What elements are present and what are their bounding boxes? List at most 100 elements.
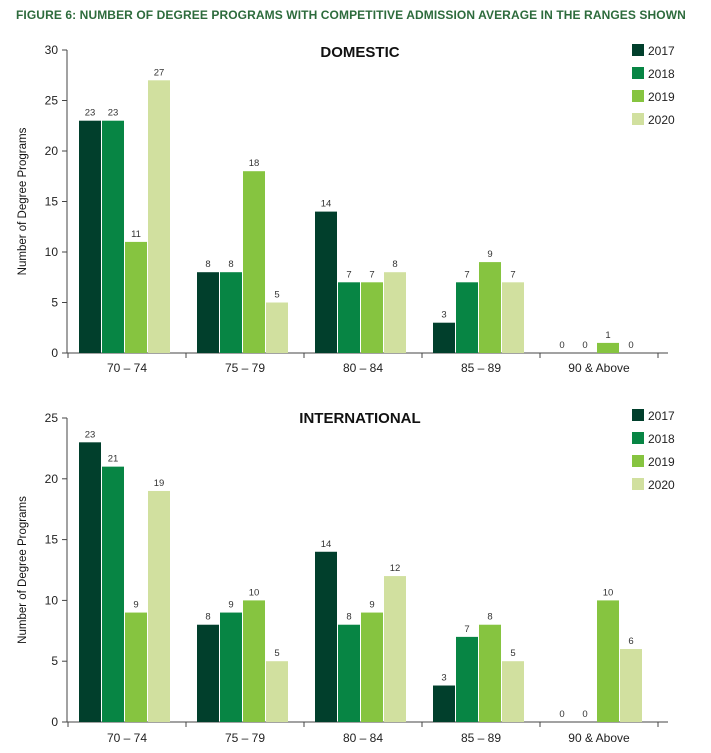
- domestic-legend-label-2019: 2019: [648, 90, 675, 104]
- domestic-bar-2019-80-84: [361, 282, 383, 353]
- international-y-tick-label: 15: [45, 533, 59, 547]
- international-value-label-2018-85-89: 7: [464, 624, 469, 635]
- international-bar-2019-80-84: [361, 612, 383, 722]
- domestic-value-label-2018-90-and-above: 0: [582, 340, 587, 351]
- domestic-y-tick-label: 10: [45, 245, 59, 259]
- international-value-label-2017-80-84: 14: [321, 539, 332, 550]
- domestic-x-tick-label-80-84: 80 – 84: [343, 361, 383, 375]
- domestic-legend-swatch-2017: [632, 44, 644, 56]
- international-legend-label-2019: 2019: [648, 455, 675, 469]
- international-value-label-2020-85-89: 5: [510, 648, 515, 659]
- domestic-legend-swatch-2018: [632, 67, 644, 79]
- domestic-value-label-2019-75-79: 18: [249, 158, 260, 169]
- international-bar-2018-70-74: [102, 466, 124, 722]
- international-bar-2019-90-and-above: [597, 600, 619, 722]
- domestic-x-tick-label-70-74: 70 – 74: [107, 361, 147, 375]
- domestic-x-tick-label-75-79: 75 – 79: [225, 361, 265, 375]
- domestic-bar-2017-80-84: [315, 211, 337, 353]
- domestic-bar-2020-75-79: [266, 302, 288, 353]
- international-value-label-2020-80-84: 12: [390, 563, 401, 574]
- domestic-chart-title: DOMESTIC: [320, 44, 399, 61]
- international-bar-2017-80-84: [315, 551, 337, 722]
- domestic-y-tick-label: 15: [45, 195, 59, 209]
- international-x-tick-label-85-89: 85 – 89: [461, 731, 501, 745]
- domestic-y-tick-label: 0: [51, 346, 58, 360]
- domestic-legend-swatch-2019: [632, 90, 644, 102]
- international-chart-title: INTERNATIONAL: [299, 410, 420, 427]
- international-y-tick-label: 5: [51, 654, 58, 668]
- international-bar-2018-75-79: [220, 612, 242, 722]
- figure-title: FIGURE 6: NUMBER OF DEGREE PROGRAMS WITH…: [16, 8, 686, 22]
- domestic-x-tick-label-90-and-above: 90 & Above: [568, 361, 630, 375]
- international-value-label-2017-70-74: 23: [85, 429, 96, 440]
- domestic-legend-swatch-2020: [632, 113, 644, 125]
- international-legend-swatch-2018: [632, 432, 644, 444]
- domestic-legend-label-2018: 2018: [648, 67, 675, 81]
- domestic-value-label-2020-90-and-above: 0: [628, 340, 633, 351]
- domestic-y-tick-label: 20: [45, 144, 59, 158]
- domestic-bar-2019-75-79: [243, 171, 265, 353]
- domestic-value-label-2017-75-79: 8: [205, 259, 210, 270]
- international-legend-swatch-2017: [632, 409, 644, 421]
- international-value-label-2019-90-and-above: 10: [603, 587, 614, 598]
- domestic-bar-2019-70-74: [125, 241, 147, 353]
- international-legend-label-2017: 2017: [648, 409, 675, 423]
- domestic-legend-label-2020: 2020: [648, 113, 675, 127]
- international-y-tick-label: 0: [51, 715, 58, 729]
- domestic-value-label-2020-70-74: 27: [154, 67, 165, 78]
- domestic-y-tick-label: 25: [45, 94, 59, 108]
- domestic-bar-2017-75-79: [197, 272, 219, 353]
- international-bar-2020-75-79: [266, 661, 288, 722]
- international-y-tick-label: 25: [45, 411, 59, 425]
- international-x-tick-label-80-84: 80 – 84: [343, 731, 383, 745]
- domestic-legend-label-2017: 2017: [648, 44, 675, 58]
- domestic-value-label-2018-85-89: 7: [464, 269, 469, 280]
- international-bar-2017-85-89: [433, 685, 455, 722]
- domestic-value-label-2020-75-79: 5: [274, 290, 279, 301]
- international-bar-2020-70-74: [148, 490, 170, 722]
- international-x-tick-label-70-74: 70 – 74: [107, 731, 147, 745]
- international-bar-2020-90-and-above: [620, 649, 642, 722]
- domestic-value-label-2020-80-84: 8: [392, 259, 397, 270]
- domestic-bar-2019-85-89: [479, 262, 501, 353]
- international-value-label-2019-70-74: 9: [133, 600, 138, 611]
- international-y-tick-label: 20: [45, 472, 59, 486]
- domestic-value-label-2020-85-89: 7: [510, 269, 515, 280]
- domestic-value-label-2017-70-74: 23: [85, 108, 96, 119]
- domestic-value-label-2017-90-and-above: 0: [559, 340, 564, 351]
- international-value-label-2017-85-89: 3: [441, 673, 446, 684]
- international-value-label-2018-80-84: 8: [346, 612, 351, 623]
- international-bar-2020-80-84: [384, 576, 406, 722]
- international-value-label-2020-70-74: 19: [154, 478, 165, 489]
- international-bar-2019-70-74: [125, 612, 147, 722]
- domestic-bar-2020-80-84: [384, 272, 406, 353]
- domestic-value-label-2018-75-79: 8: [228, 259, 233, 270]
- domestic-bar-2017-85-89: [433, 322, 455, 353]
- international-value-label-2020-90-and-above: 6: [628, 636, 633, 647]
- international-legend-label-2020: 2020: [648, 478, 675, 492]
- international-value-label-2018-75-79: 9: [228, 600, 233, 611]
- domestic-bar-2018-80-84: [338, 282, 360, 353]
- domestic-value-label-2019-80-84: 7: [369, 269, 374, 280]
- domestic-value-label-2018-70-74: 23: [108, 108, 119, 119]
- international-legend-swatch-2020: [632, 478, 644, 490]
- international-bar-2019-85-89: [479, 624, 501, 722]
- domestic-value-label-2019-85-89: 9: [487, 249, 492, 260]
- domestic-value-label-2017-85-89: 3: [441, 310, 446, 321]
- international-legend-label-2018: 2018: [648, 432, 675, 446]
- international-value-label-2017-75-79: 8: [205, 612, 210, 623]
- domestic-value-label-2019-70-74: 11: [131, 229, 141, 240]
- international-value-label-2019-80-84: 9: [369, 600, 374, 611]
- domestic-x-tick-label-85-89: 85 – 89: [461, 361, 501, 375]
- domestic-y-axis-label: Number of Degree Programs: [17, 127, 29, 275]
- domestic-value-label-2017-80-84: 14: [321, 199, 332, 210]
- domestic-value-label-2019-90-and-above: 1: [605, 330, 610, 341]
- domestic-y-tick-label: 30: [45, 43, 59, 57]
- international-y-axis-label: Number of Degree Programs: [17, 496, 29, 644]
- international-bar-2018-85-89: [456, 636, 478, 722]
- international-value-label-2020-75-79: 5: [274, 648, 279, 659]
- international-value-label-2018-90-and-above: 0: [582, 709, 587, 720]
- domestic-bar-2019-90-and-above: [597, 342, 619, 353]
- international-value-label-2017-90-and-above: 0: [559, 709, 564, 720]
- international-legend-swatch-2019: [632, 455, 644, 467]
